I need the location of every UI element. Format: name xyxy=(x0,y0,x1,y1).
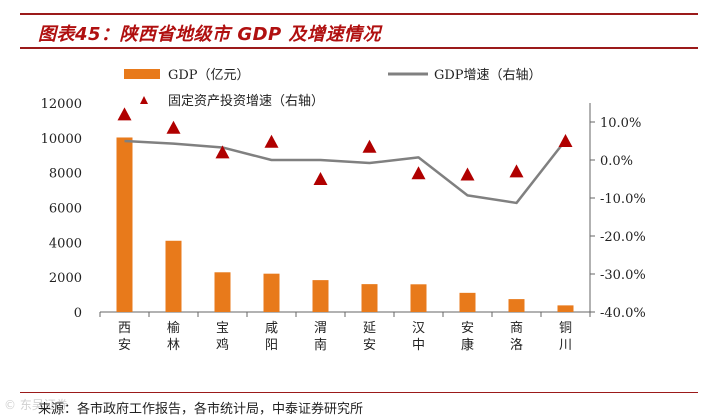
gdp-bar xyxy=(214,272,231,312)
x-tick-label-line: 西 xyxy=(118,321,131,336)
x-tick-label: 宝鸡 xyxy=(216,321,229,353)
x-tick-label: 榆林 xyxy=(167,321,180,353)
left-tick-label: 4000 xyxy=(49,236,82,251)
right-tick-label: -10.0% xyxy=(600,192,646,207)
legend-bar-label: GDP（亿元） xyxy=(168,68,250,83)
investment-growth-marker xyxy=(264,134,279,148)
legend-marker-label: 固定资产投资增速（右轴） xyxy=(168,93,324,109)
investment-growth-marker xyxy=(362,139,377,153)
left-tick-label: 2000 xyxy=(49,271,82,286)
gdp-bar xyxy=(263,273,280,312)
legend-bar-swatch xyxy=(124,69,160,79)
x-tick-label: 咸阳 xyxy=(265,321,278,353)
x-tick-label-line: 安 xyxy=(118,338,131,353)
watermark-text: © 东吴证券 xyxy=(4,398,68,412)
x-tick-label: 延安 xyxy=(363,321,376,353)
chart-axes: 0 2000 4000 6000 8000 10000 12000 -40.0% -30.0% -… xyxy=(41,97,646,353)
left-tick-label: 8000 xyxy=(49,167,82,182)
x-tick-label-line: 铜 xyxy=(559,321,572,336)
x-tick-label: 汉中 xyxy=(412,321,425,353)
left-tick-label: 12000 xyxy=(41,97,82,112)
x-tick-label-line: 汉 xyxy=(412,321,425,336)
right-tick-label: 0.0% xyxy=(600,154,633,169)
x-tick-label-line: 林 xyxy=(167,338,180,353)
investment-growth-marker xyxy=(313,172,328,185)
x-tick-label: 渭南 xyxy=(314,321,327,353)
gdp-bar xyxy=(361,284,378,312)
x-tick-label-line: 阳 xyxy=(265,338,278,353)
x-tick-label-line: 咸 xyxy=(265,321,278,336)
x-tick-label-line: 南 xyxy=(314,337,327,353)
right-tick-label: 10.0% xyxy=(600,116,641,131)
top-rule xyxy=(20,13,698,15)
investment-growth-marker xyxy=(509,164,524,178)
x-tick-label: 铜川 xyxy=(559,321,572,353)
x-tick-label-line: 安 xyxy=(363,338,376,353)
chart-legend: GDP（亿元） GDP增速（右轴） 固定资产投资增速（右轴） xyxy=(124,68,542,109)
gdp-bar xyxy=(165,240,182,312)
gdp-bar xyxy=(410,284,427,312)
x-tick-label-line: 中 xyxy=(412,338,425,353)
gdp-bar xyxy=(312,280,329,312)
x-tick-label-line: 鸡 xyxy=(216,337,229,353)
investment-growth-marker xyxy=(411,166,426,180)
gdp-bar xyxy=(459,292,476,312)
chart-bars xyxy=(116,137,574,312)
x-tick-label-line: 宝 xyxy=(216,321,229,336)
left-tick-label: 6000 xyxy=(49,202,82,217)
investment-growth-marker xyxy=(215,145,230,159)
x-tick-label: 安康 xyxy=(461,321,474,353)
figure-title: 图表45：陕西省地级市 GDP 及增速情况 xyxy=(38,24,381,45)
x-tick-label-line: 安 xyxy=(461,321,474,336)
x-tick-label: 商洛 xyxy=(510,321,523,353)
x-tick-label-line: 川 xyxy=(559,338,572,353)
investment-growth-marker xyxy=(558,134,573,147)
gdp-bar xyxy=(116,137,133,312)
x-tick-label-line: 渭 xyxy=(314,321,327,336)
gdp-chart: GDP（亿元） GDP增速（右轴） 固定资产投资增速（右轴） 0 2000 4000… xyxy=(41,68,646,353)
investment-growth-markers xyxy=(117,107,573,185)
x-tick-label-line: 洛 xyxy=(510,338,523,353)
right-tick-label: -40.0% xyxy=(600,306,646,321)
right-tick-label: -20.0% xyxy=(600,230,646,245)
source-note: 来源：各市政府工作报告，各市统计局，中泰证券研究所 xyxy=(38,402,364,417)
legend-line-label: GDP增速（右轴） xyxy=(434,68,542,83)
investment-growth-marker xyxy=(166,120,181,134)
title-rule xyxy=(20,47,698,49)
left-tick-label: 0 xyxy=(74,306,82,321)
right-tick-label: -30.0% xyxy=(600,268,646,283)
gdp-growth-polyline xyxy=(124,139,567,205)
x-tick-label-line: 商 xyxy=(510,321,523,336)
gdp-growth-line xyxy=(124,139,567,205)
gdp-bar xyxy=(557,305,574,312)
legend-marker-swatch xyxy=(140,96,148,104)
gdp-bar xyxy=(508,299,525,312)
investment-growth-marker xyxy=(460,167,475,181)
x-tick-label-line: 榆 xyxy=(167,321,180,336)
x-tick-label: 西安 xyxy=(118,321,131,353)
x-tick-label-line: 康 xyxy=(461,337,474,353)
bottom-rule xyxy=(20,392,698,393)
investment-growth-marker xyxy=(117,107,132,121)
left-tick-label: 10000 xyxy=(41,132,82,147)
x-tick-label-line: 延 xyxy=(363,321,376,336)
